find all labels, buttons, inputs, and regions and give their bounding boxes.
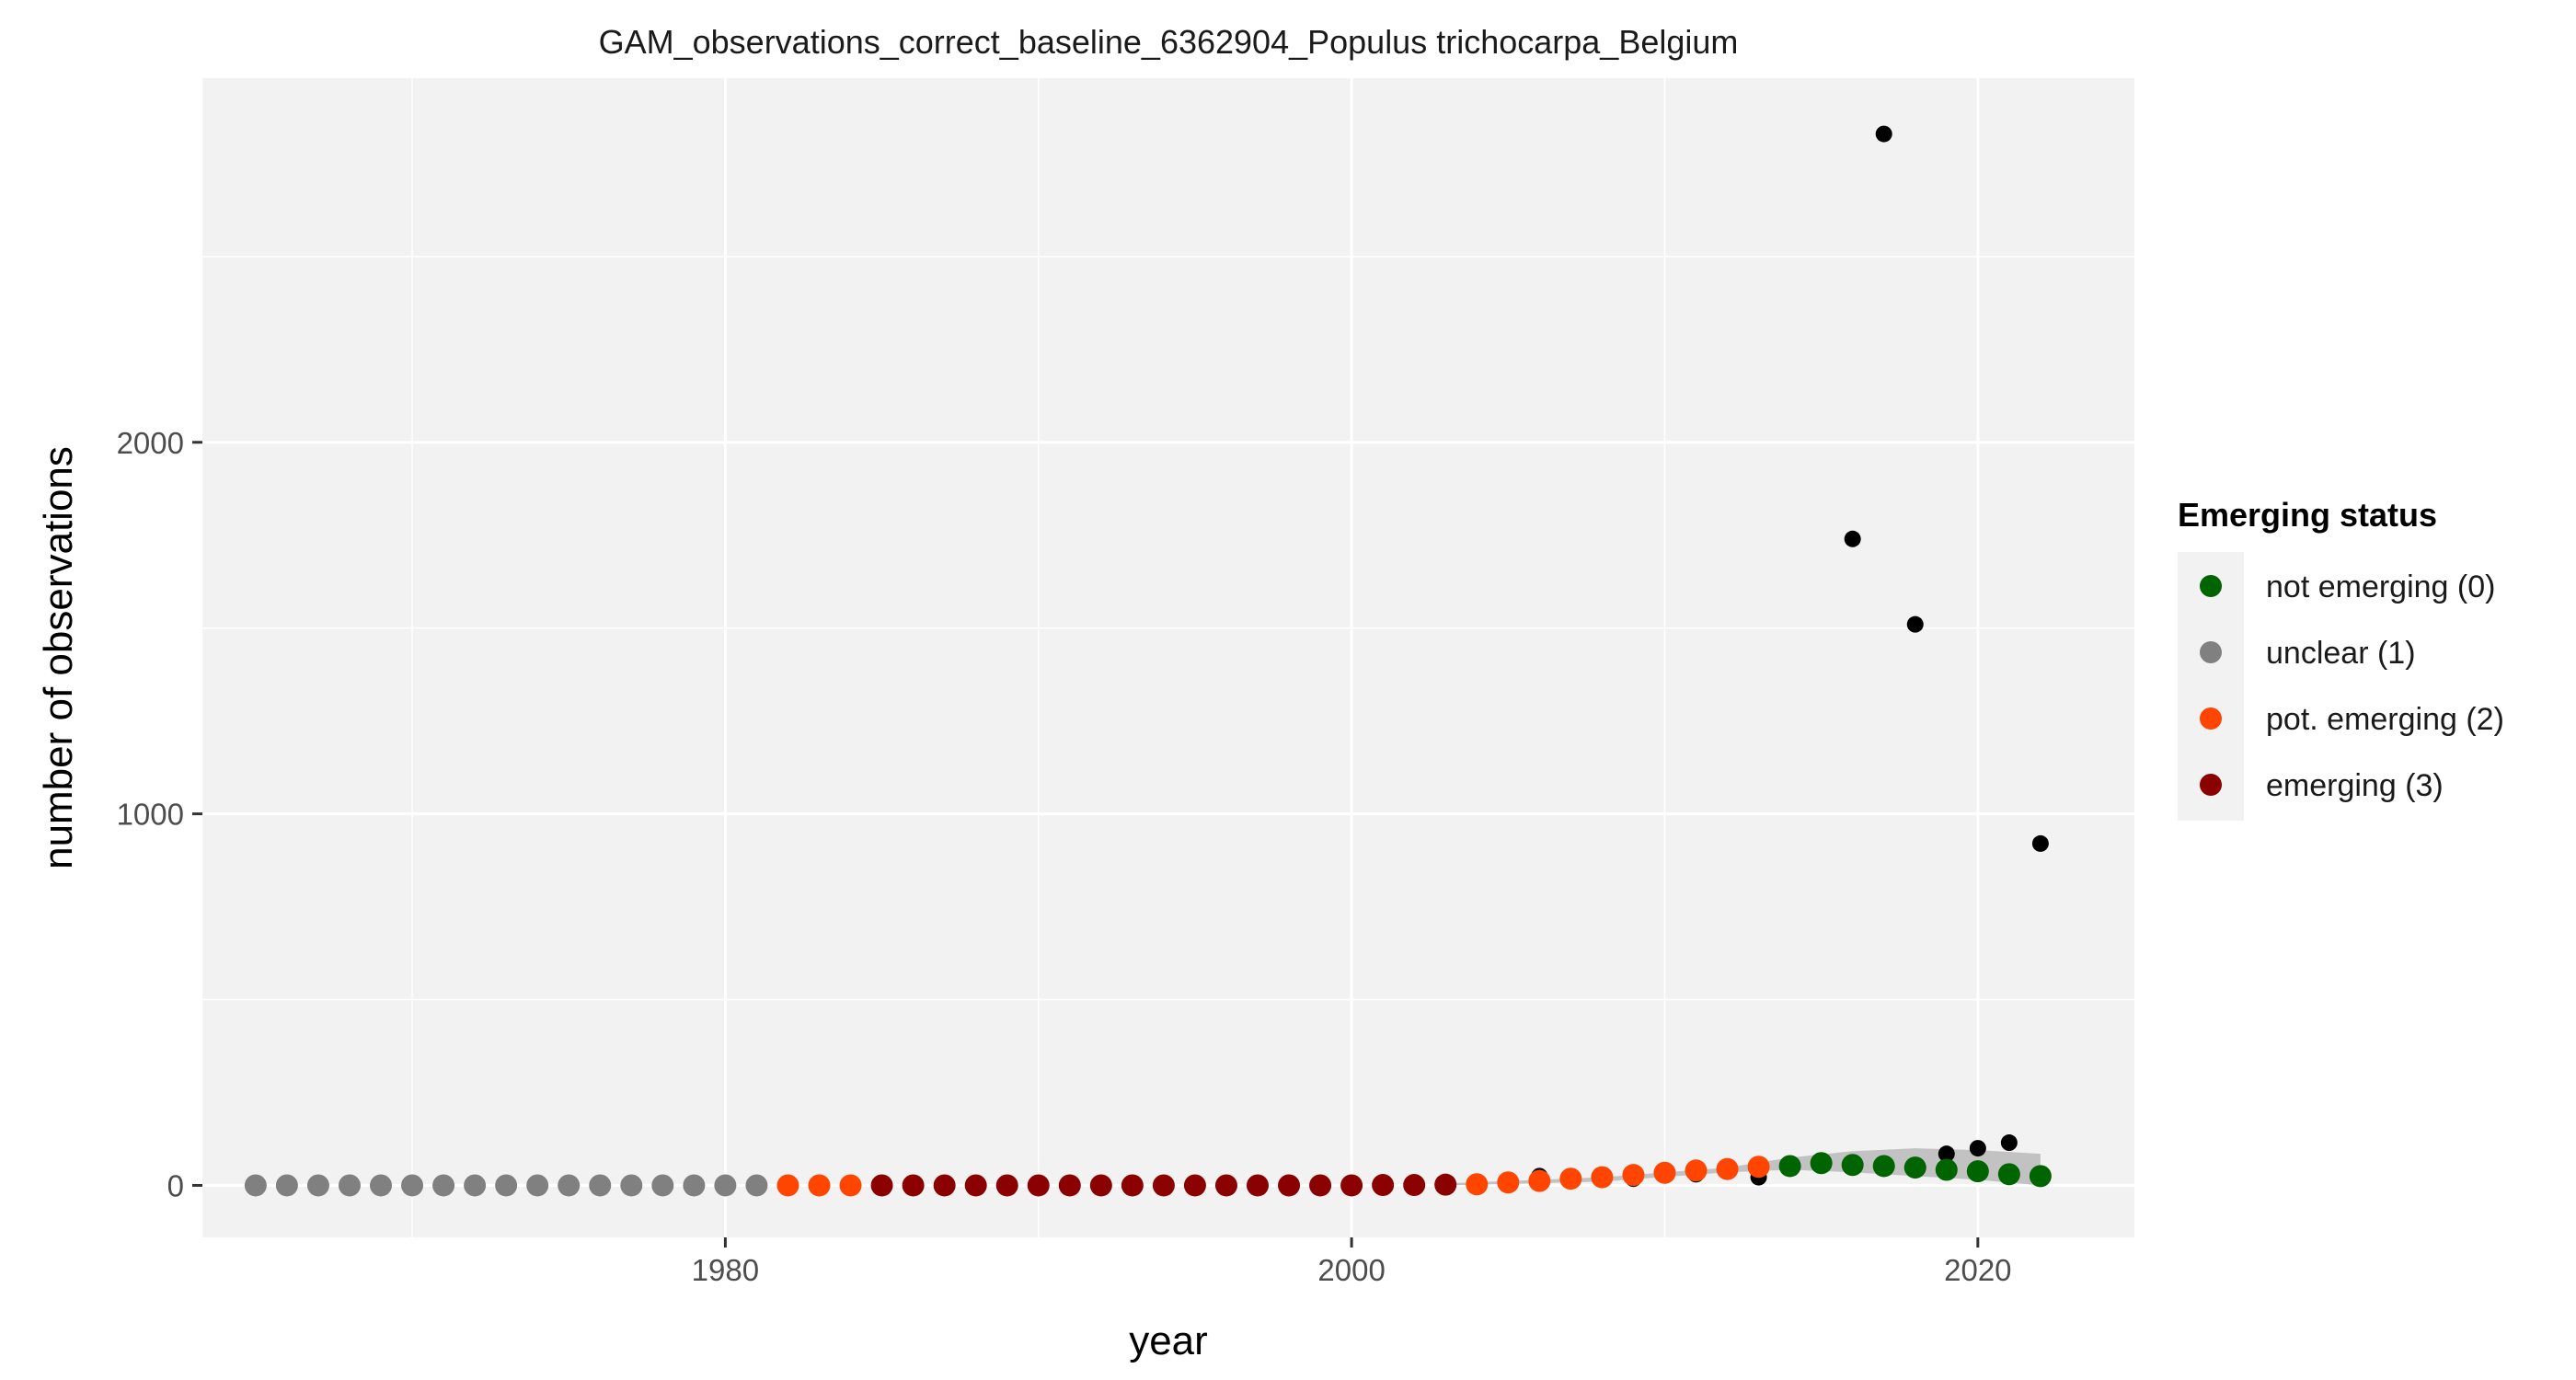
grid-major bbox=[202, 78, 2134, 1237]
fit-point bbox=[589, 1174, 612, 1197]
fit-point bbox=[1716, 1157, 1739, 1180]
fit-point bbox=[1872, 1155, 1895, 1178]
y-axis: 0 1000 2000 bbox=[117, 426, 202, 1202]
fit-point bbox=[933, 1174, 956, 1197]
fit-point bbox=[995, 1174, 1018, 1197]
fit-point bbox=[1152, 1174, 1175, 1197]
legend-title: Emerging status bbox=[2178, 496, 2437, 534]
plot-panel bbox=[202, 78, 2134, 1237]
chart-title: GAM_observations_correct_baseline_636290… bbox=[599, 23, 1739, 61]
observation-point bbox=[1969, 1140, 1986, 1157]
fit-point bbox=[1058, 1174, 1081, 1197]
fit-point bbox=[1747, 1156, 1770, 1179]
x-tick-label: 2000 bbox=[1317, 1253, 1385, 1287]
fit-point bbox=[1841, 1154, 1864, 1177]
observation-point bbox=[2031, 834, 2049, 852]
fit-point bbox=[714, 1174, 737, 1197]
fit-point bbox=[275, 1174, 298, 1197]
y-tick-label: 0 bbox=[167, 1168, 184, 1202]
fit-point bbox=[1183, 1174, 1206, 1197]
fit-point bbox=[1027, 1174, 1050, 1197]
fit-point bbox=[495, 1174, 518, 1197]
fit-point bbox=[1466, 1173, 1489, 1196]
legend-label: pot. emerging (2) bbox=[2266, 702, 2504, 737]
fit-point bbox=[745, 1174, 768, 1197]
fit-point bbox=[1528, 1169, 1551, 1192]
fit-point bbox=[683, 1174, 706, 1197]
legend-label: not emerging (0) bbox=[2266, 569, 2495, 604]
fit-point bbox=[1497, 1171, 1520, 1194]
fit-point bbox=[2029, 1165, 2052, 1188]
fit-point bbox=[1903, 1156, 1926, 1179]
fit-point bbox=[1089, 1174, 1112, 1197]
fit-point bbox=[1340, 1174, 1363, 1197]
legend-key bbox=[2200, 575, 2222, 597]
observation-point bbox=[1938, 1145, 1955, 1163]
observation-point bbox=[1906, 615, 1924, 633]
fit-point bbox=[464, 1174, 487, 1197]
x-tick-label: 2020 bbox=[1944, 1253, 2011, 1287]
confidence-ribbon bbox=[1445, 1148, 2041, 1186]
fit-point bbox=[1966, 1160, 1989, 1183]
observation-point bbox=[1844, 530, 1861, 547]
fit-point bbox=[1622, 1164, 1645, 1187]
fit-point bbox=[964, 1174, 987, 1197]
fit-point bbox=[1434, 1173, 1457, 1196]
fit-point bbox=[1278, 1174, 1301, 1197]
fit-point bbox=[526, 1174, 549, 1197]
fit-point bbox=[1559, 1167, 1582, 1190]
fit-point bbox=[839, 1174, 862, 1197]
y-tick-label: 1000 bbox=[117, 798, 184, 832]
fit-point bbox=[776, 1174, 799, 1197]
fit-point bbox=[1121, 1174, 1144, 1197]
fit-point bbox=[1810, 1152, 1833, 1175]
observation-point bbox=[2000, 1134, 2018, 1152]
fit-point bbox=[1935, 1158, 1958, 1181]
fit-point bbox=[370, 1174, 393, 1197]
legend-key bbox=[2200, 707, 2222, 730]
fit-point bbox=[651, 1174, 674, 1197]
fit-point bbox=[432, 1174, 455, 1197]
fit-point bbox=[1214, 1174, 1237, 1197]
fit-point bbox=[1309, 1174, 1332, 1197]
fit-point bbox=[401, 1174, 424, 1197]
fit-point bbox=[620, 1174, 643, 1197]
x-axis-title: year bbox=[1129, 1318, 1208, 1363]
legend-key bbox=[2200, 774, 2222, 796]
fit-point bbox=[1685, 1159, 1708, 1182]
x-axis: 1980 2000 2020 bbox=[692, 1237, 2012, 1287]
fit-point bbox=[558, 1174, 581, 1197]
y-tick-label: 2000 bbox=[117, 426, 184, 460]
observation-point bbox=[1875, 125, 1892, 143]
grid-minor bbox=[202, 78, 2134, 1237]
fit-point bbox=[306, 1174, 329, 1197]
fit-point bbox=[1778, 1155, 1801, 1178]
legend: Emerging status not emerging (0) unclear … bbox=[2178, 496, 2504, 821]
fit-point bbox=[1403, 1174, 1426, 1197]
fit-point bbox=[1997, 1163, 2020, 1186]
fit-point bbox=[1372, 1174, 1395, 1197]
fit-point bbox=[1247, 1174, 1270, 1197]
legend-label: unclear (1) bbox=[2266, 636, 2416, 671]
fit-point bbox=[1653, 1161, 1676, 1184]
fit-point bbox=[338, 1174, 361, 1197]
fit-point bbox=[1591, 1166, 1614, 1189]
x-tick-label: 1980 bbox=[692, 1253, 759, 1287]
legend-key bbox=[2200, 641, 2222, 663]
fit-point bbox=[244, 1174, 267, 1197]
fit-point bbox=[808, 1174, 831, 1197]
fit-point bbox=[902, 1174, 925, 1197]
legend-label: emerging (3) bbox=[2266, 768, 2444, 803]
y-axis-title: number of observations bbox=[36, 446, 81, 869]
fit-point bbox=[870, 1174, 893, 1197]
fit-points bbox=[244, 1152, 2052, 1197]
